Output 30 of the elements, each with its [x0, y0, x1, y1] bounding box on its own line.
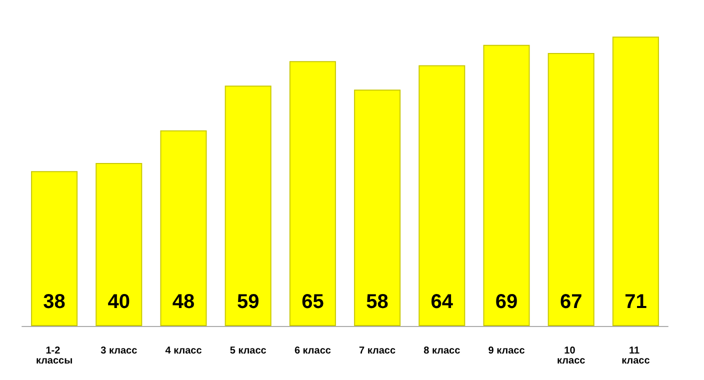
data-label: 40: [108, 291, 130, 313]
bar: [612, 36, 659, 326]
bar: [96, 163, 142, 326]
bar: [354, 90, 401, 326]
x-tick-label: 8 класс: [424, 346, 461, 356]
data-label: 67: [560, 291, 582, 313]
bar: [160, 130, 207, 326]
x-tick-label: 7 класс: [359, 346, 396, 356]
data-label: 69: [495, 291, 518, 313]
bar: [289, 61, 336, 326]
bar: [548, 52, 594, 326]
bar: [31, 171, 78, 326]
data-label: 65: [302, 291, 324, 313]
x-tick-label: 4 класс: [165, 346, 202, 356]
data-label: 59: [236, 291, 260, 313]
x-tick-label: 3 класс: [100, 346, 138, 356]
bar: [483, 44, 530, 326]
bar: [224, 86, 272, 326]
x-tick-label: 6 класс: [294, 346, 332, 356]
data-label: 64: [430, 291, 454, 313]
x-tick-label: 5 класс: [230, 346, 267, 356]
data-label: 38: [43, 291, 66, 313]
data-label: 71: [624, 291, 647, 313]
x-tick-label: 9 класс: [488, 346, 526, 356]
bar: [418, 65, 466, 326]
x-tick-label: 11 класс: [622, 346, 650, 366]
x-tick-label: 10 класс: [557, 346, 586, 366]
data-label: 48: [172, 291, 195, 313]
x-tick-label: 1-2 классы: [36, 346, 73, 366]
data-label: 58: [366, 291, 388, 313]
